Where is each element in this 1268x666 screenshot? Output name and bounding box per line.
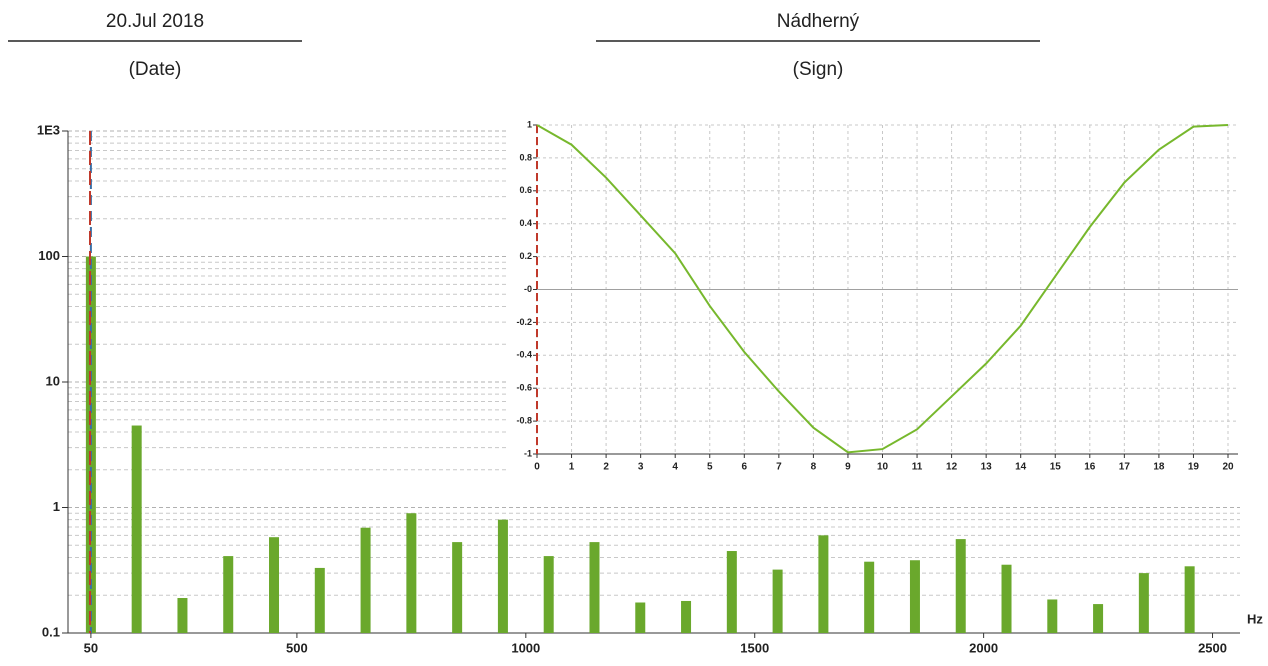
x-tick-label: 1000 <box>511 640 540 655</box>
bar <box>864 561 875 633</box>
bar <box>1184 566 1195 633</box>
y-tick-label: -0.4 <box>516 350 532 360</box>
sign: Nádherný <box>777 11 860 32</box>
y-tick-label: 10 <box>46 373 60 388</box>
x-tick-label: 18 <box>1153 462 1165 473</box>
bar <box>1001 564 1012 633</box>
x-axis-label: Hz <box>1247 611 1263 626</box>
bar <box>681 600 692 633</box>
bar <box>818 535 829 633</box>
bar <box>589 542 600 633</box>
bar <box>1138 573 1149 633</box>
x-tick-label: 9 <box>845 462 851 473</box>
x-tick-label: 5 <box>707 462 713 473</box>
y-tick-label: 0.2 <box>519 251 532 261</box>
x-tick-label: 1500 <box>740 640 769 655</box>
y-tick-label: 0.1 <box>42 624 60 639</box>
y-tick-label: 0.8 <box>519 152 532 162</box>
y-tick-label: -0.6 <box>516 383 532 393</box>
bar <box>406 513 417 633</box>
x-tick-label: 16 <box>1084 462 1096 473</box>
x-tick-label: 50 <box>84 640 98 655</box>
bar <box>314 567 325 633</box>
x-tick-label: 10 <box>877 462 889 473</box>
x-tick-label: 3 <box>638 462 644 473</box>
y-tick-label: 1 <box>527 119 532 129</box>
bar <box>909 560 920 633</box>
x-tick-label: 19 <box>1188 462 1200 473</box>
bar <box>223 556 234 633</box>
x-tick-label: 4 <box>672 462 678 473</box>
y-tick-label: -0.8 <box>516 415 532 425</box>
y-tick-label: 0.4 <box>519 218 532 228</box>
y-tick-label: -0.2 <box>516 317 532 327</box>
y-tick-label: -0 <box>524 284 532 294</box>
x-tick-label: 0 <box>534 462 540 473</box>
bar <box>1047 599 1058 633</box>
x-tick-label: 12 <box>946 462 958 473</box>
bar <box>1093 604 1104 633</box>
y-tick-label: -1 <box>524 448 532 458</box>
x-tick-label: 6 <box>742 462 748 473</box>
x-tick-label: 500 <box>286 640 308 655</box>
bar <box>131 425 142 633</box>
x-tick-label: 17 <box>1119 462 1131 473</box>
x-tick-label: 11 <box>912 462 923 473</box>
bar <box>726 551 737 633</box>
line <box>536 124 1229 454</box>
x-tick-label: 7 <box>776 462 782 473</box>
y-tick-label: 1E3 <box>37 122 60 137</box>
bar <box>452 542 463 633</box>
bar <box>360 527 371 633</box>
bar <box>497 519 508 633</box>
date-caption: (Date) <box>129 59 182 80</box>
y-tick-label: 100 <box>38 248 60 263</box>
x-tick-label: 2500 <box>1198 640 1227 655</box>
x-tick-label: 2000 <box>969 640 998 655</box>
x-tick-label: 20 <box>1222 462 1234 473</box>
sign-caption: (Sign) <box>793 59 844 80</box>
x-tick-label: 15 <box>1050 462 1062 473</box>
y-tick-label: 0.6 <box>519 185 532 195</box>
x-tick-label: 1 <box>569 462 575 473</box>
x-tick-label: 2 <box>603 462 609 473</box>
x-tick-label: 13 <box>981 462 993 473</box>
bar <box>955 539 966 633</box>
bar <box>269 537 280 633</box>
y-tick-label: 1 <box>53 499 60 514</box>
bar <box>543 556 554 633</box>
inset-background <box>507 117 1240 476</box>
x-tick-label: 14 <box>1015 462 1027 473</box>
bar <box>772 569 783 633</box>
x-tick-label: 8 <box>811 462 817 473</box>
bar <box>635 602 646 633</box>
date: 20.Jul 2018 <box>106 11 204 32</box>
bar <box>177 598 188 633</box>
